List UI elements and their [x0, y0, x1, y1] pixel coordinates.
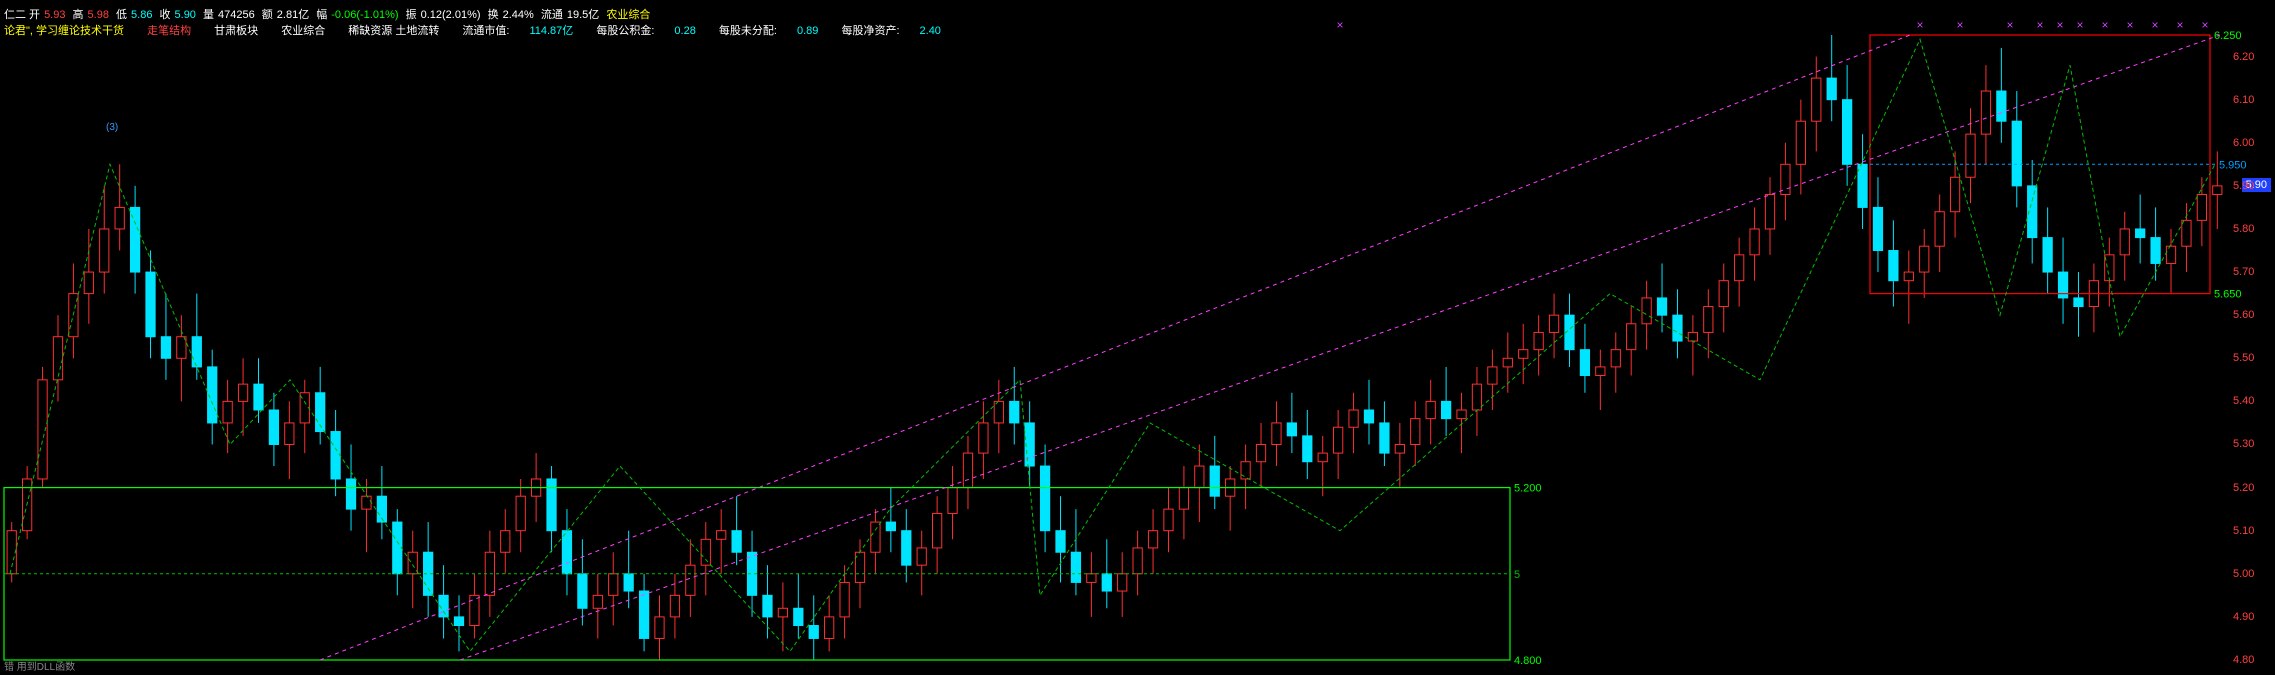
turnover-value: 2.44%	[503, 9, 534, 21]
svg-text:×: ×	[1916, 18, 1923, 32]
high-value: 5.98	[88, 9, 109, 21]
nav: 2.40	[920, 25, 941, 37]
open-value: 5.93	[44, 9, 65, 21]
wave-3-label: (3)	[106, 122, 118, 133]
svg-text:×: ×	[2056, 18, 2063, 32]
study-label: 论君", 学习缠论技术干货	[4, 25, 124, 37]
close-value: 5.90	[175, 9, 196, 21]
float-shares: 19.5亿	[567, 9, 599, 21]
svg-text:×: ×	[1336, 18, 1343, 32]
svg-text:×: ×	[2176, 18, 2183, 32]
sector: 农业综合	[606, 9, 650, 21]
svg-text:×: ×	[2126, 18, 2133, 32]
svg-text:×: ×	[2006, 18, 2013, 32]
plate-label: 甘肃板块	[214, 25, 258, 37]
amplitude-value: 0.12(2.01%)	[421, 9, 481, 21]
market-cap: 114.87亿	[529, 25, 573, 37]
svg-text:×: ×	[2036, 18, 2043, 32]
undist: 0.89	[797, 25, 818, 37]
svg-text:5.200: 5.200	[1514, 483, 1542, 495]
svg-text:4.800: 4.800	[1514, 655, 1542, 667]
amount-value: 2.81亿	[277, 9, 309, 21]
status-bar: 错 用到DLL函数	[4, 658, 75, 673]
sub-bar: 论君", 学习缠论技术干货 走笔结构 甘肃板块 农业综合 稀缺资源 土地流转 流…	[4, 22, 961, 38]
industry-label: 农业综合	[281, 25, 325, 37]
structure-label: 走笔结构	[147, 25, 191, 37]
reserve: 0.28	[674, 25, 695, 37]
svg-text:×: ×	[2151, 18, 2158, 32]
candlestick-chart[interactable]: 5.2004.8006.2505.65055.950××××××××××××	[0, 0, 2275, 675]
svg-text:×: ×	[2101, 18, 2108, 32]
svg-text:×: ×	[2076, 18, 2083, 32]
info-bar: 仁二 开5.93 高5.98 低5.86 收5.90 量474256 额2.81…	[4, 6, 654, 22]
tags-label: 稀缺资源 土地流转	[348, 25, 439, 37]
low-value: 5.86	[131, 9, 152, 21]
svg-text:5: 5	[1514, 569, 1520, 581]
svg-text:×: ×	[1956, 18, 1963, 32]
svg-text:×: ×	[2201, 18, 2208, 32]
change-value: -0.06(-1.01%)	[331, 9, 398, 21]
volume-value: 474256	[218, 9, 255, 21]
svg-text:5.650: 5.650	[2214, 289, 2242, 301]
svg-text:5.950: 5.950	[2219, 159, 2247, 171]
